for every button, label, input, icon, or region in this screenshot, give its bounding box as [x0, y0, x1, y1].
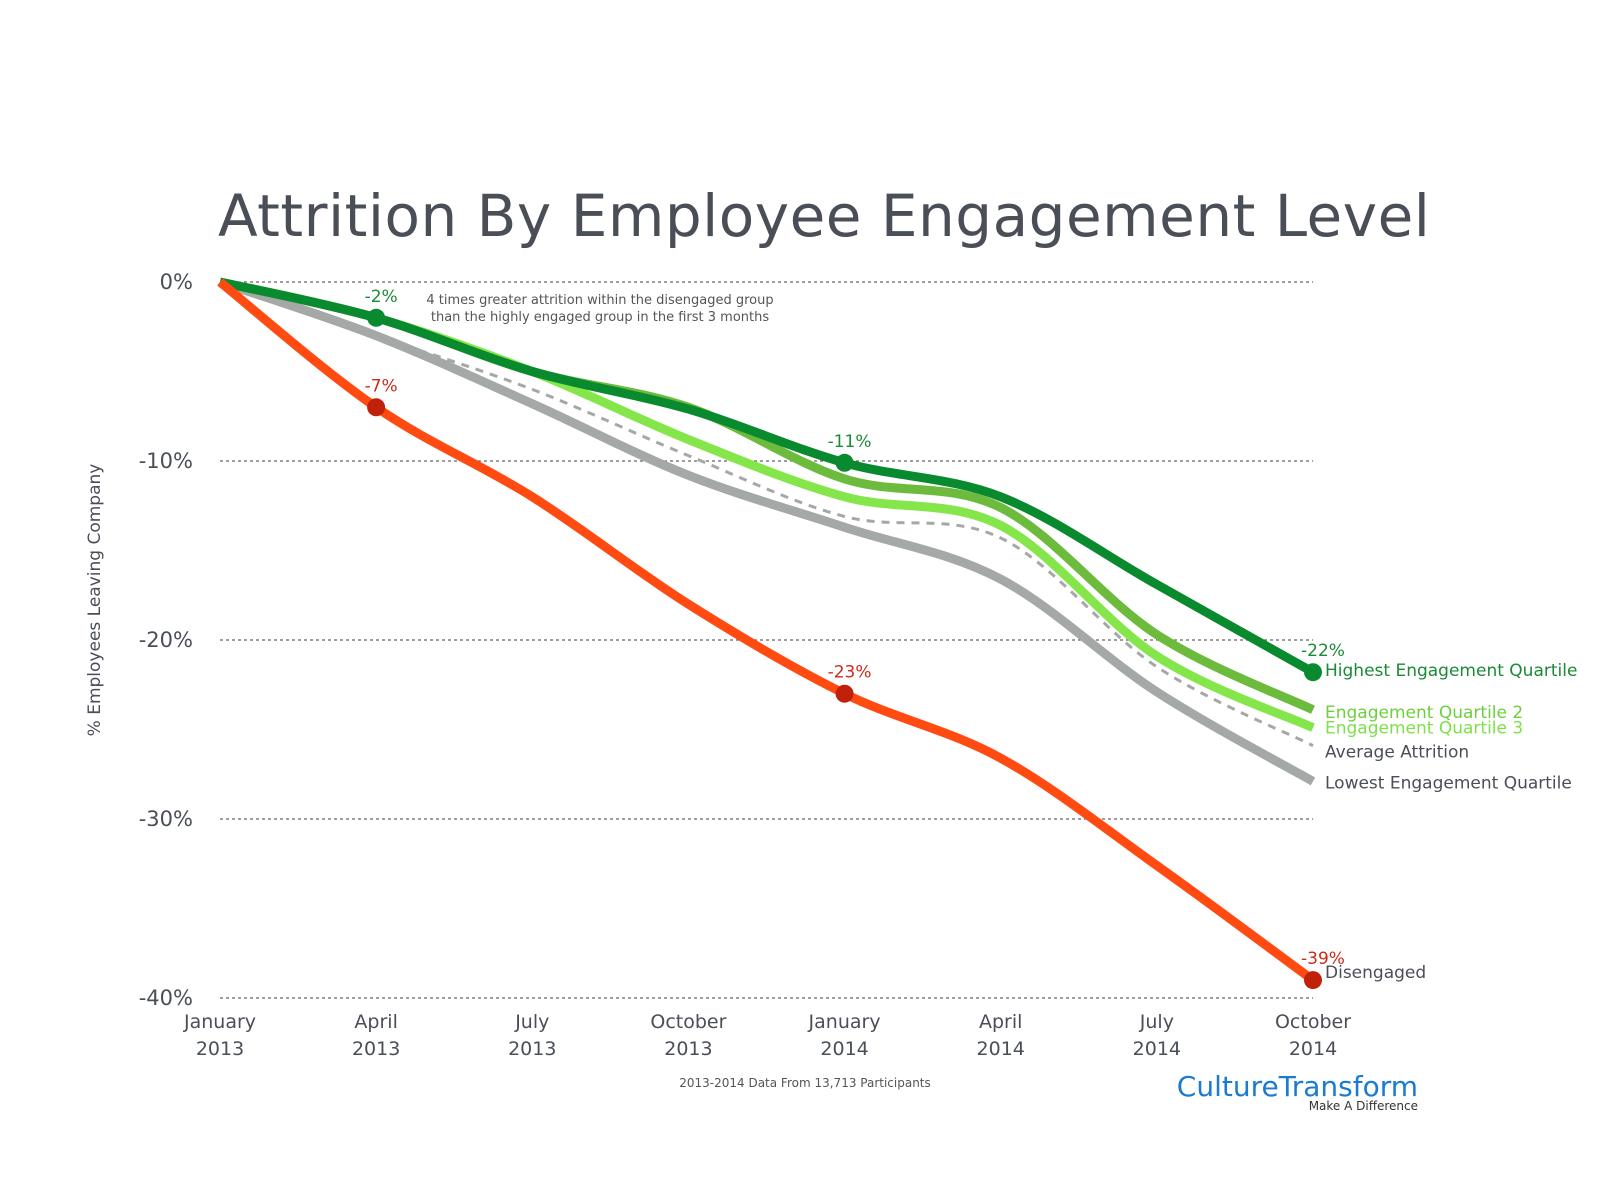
- data-point: [1304, 663, 1322, 682]
- y-tick-label: -40%: [139, 986, 193, 1010]
- x-tick-label-year: 2014: [1133, 1038, 1181, 1060]
- x-tick-label: July: [1139, 1011, 1174, 1033]
- data-label: -11%: [828, 432, 872, 452]
- data-label: -39%: [1301, 949, 1345, 969]
- series-line-highest-engagement-quartile: [218, 277, 1316, 677]
- x-tick-label-year: 2014: [1289, 1038, 1337, 1060]
- x-tick-label-year: 2014: [977, 1038, 1025, 1060]
- x-tick-label-year: 2013: [664, 1038, 712, 1060]
- annotation-line-1: 4 times greater attrition within the dis…: [426, 293, 774, 308]
- legend-label-highest-engagement-quartile: Highest Engagement Quartile: [1325, 661, 1577, 681]
- x-tick-label: July: [514, 1011, 549, 1033]
- data-label: -22%: [1301, 641, 1345, 661]
- x-tick-label: October: [1275, 1011, 1351, 1033]
- legend-label-lowest-engagement-quartile: Lowest Engagement Quartile: [1325, 773, 1572, 793]
- logo: CultureTransform Make A Difference: [1177, 1070, 1418, 1113]
- legend-label-average-attrition: Average Attrition: [1325, 743, 1469, 763]
- annotation: 4 times greater attrition within the dis…: [426, 292, 773, 326]
- annotation-line-2: than the highly engaged group in the fir…: [430, 310, 770, 325]
- legend-label-engagement-quartile-3: Engagement Quartile 3: [1325, 719, 1523, 739]
- data-label: -2%: [365, 287, 398, 307]
- legend-label-disengaged: Disengaged: [1325, 963, 1426, 983]
- series-line-average-attrition: [219, 280, 1314, 747]
- series-line-disengaged: [217, 278, 1316, 984]
- data-point: [1304, 971, 1322, 990]
- chart-title: Attrition By Employee Engagement Level: [218, 182, 1431, 250]
- x-tick-label: April: [354, 1011, 397, 1033]
- x-tick-label-year: 2013: [196, 1038, 244, 1060]
- data-point: [835, 684, 854, 703]
- x-tick-label: October: [650, 1011, 726, 1033]
- logo-brand: CultureTransform: [1176, 1070, 1418, 1103]
- x-tick-label-year: 2013: [508, 1038, 556, 1060]
- x-tick-label: January: [183, 1011, 256, 1033]
- logo-tagline: Make A Difference: [1308, 1099, 1418, 1113]
- data-point: [835, 453, 854, 472]
- x-tick-label: April: [979, 1011, 1022, 1033]
- data-label: -23%: [828, 663, 872, 683]
- footer-note: 2013-2014 Data From 13,713 Participants: [679, 1076, 931, 1090]
- data-point: [367, 308, 386, 327]
- y-tick-label: -20%: [139, 628, 193, 652]
- data-label: -7%: [365, 376, 398, 396]
- x-tick-label: January: [808, 1011, 881, 1033]
- x-tick-label-year: 2013: [352, 1038, 400, 1060]
- x-tick-label-year: 2014: [820, 1038, 868, 1060]
- y-tick-label: -10%: [139, 449, 193, 473]
- y-tick-label: 0%: [160, 270, 193, 294]
- data-point: [367, 398, 386, 417]
- legend-label-engagement-quartile-2: Engagement Quartile 2: [1325, 703, 1523, 723]
- y-tick-label: -30%: [139, 807, 193, 831]
- series-line-lowest-engagement-quartile: [218, 277, 1316, 786]
